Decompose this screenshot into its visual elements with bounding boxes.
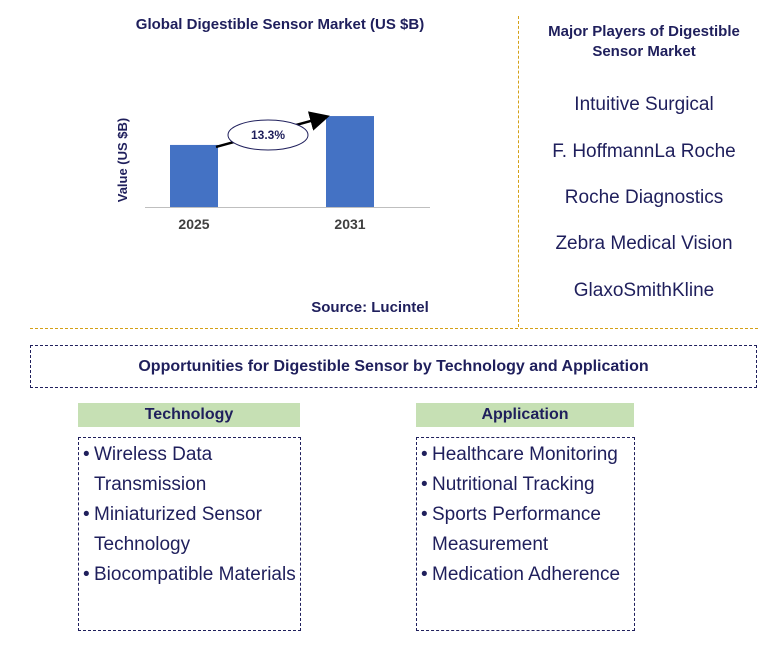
chart-title: Global Digestible Sensor Market (US $B)	[135, 16, 425, 33]
list-item: Biocompatible Materials	[83, 560, 296, 590]
horizontal-divider	[30, 328, 758, 329]
player-item: Intuitive Surgical	[574, 94, 714, 115]
application-list: Healthcare Monitoring Nutritional Tracki…	[416, 437, 635, 631]
list-item: Healthcare Monitoring	[421, 440, 630, 470]
list-item: Miniaturized Sensor Technology	[83, 500, 296, 560]
technology-header: Technology	[78, 403, 300, 427]
x-tick-label-2031: 2031	[334, 216, 365, 232]
cagr-ellipse	[227, 119, 309, 151]
source-label: Source: Lucintel	[311, 299, 429, 316]
player-item: Roche Diagnostics	[564, 187, 724, 208]
list-item: Wireless Data Transmission	[83, 440, 296, 500]
bar-chart: Value (US $B) 2025 2031 13.3%	[115, 111, 430, 232]
list-item: Medication Adherence	[421, 560, 630, 590]
player-item: GlaxoSmithKline	[573, 280, 715, 301]
bars-group	[170, 116, 374, 207]
bar-2031	[326, 116, 374, 207]
list-item: Sports Performance Measurement	[421, 500, 630, 560]
x-tick-label-2025: 2025	[178, 216, 209, 232]
list-item: Nutritional Tracking	[421, 470, 630, 500]
player-item: F. HoffmannLa Roche	[552, 141, 736, 162]
players-title: Major Players of Digestible Sensor Marke…	[548, 23, 740, 60]
application-header: Application	[416, 403, 634, 427]
technology-list: Wireless Data Transmission Miniaturized …	[78, 437, 301, 631]
vertical-divider	[518, 16, 519, 327]
cagr-label: 13.3%	[251, 128, 285, 142]
cagr-annotation: 13.3%	[215, 111, 330, 151]
y-axis-label: Value (US $B)	[115, 118, 130, 203]
opportunities-title: Opportunities for Digestible Sensor by T…	[30, 345, 757, 388]
tick-labels-group: 2025 2031	[178, 216, 365, 232]
player-item: Zebra Medical Vision	[555, 233, 733, 254]
bar-2025	[170, 144, 218, 207]
